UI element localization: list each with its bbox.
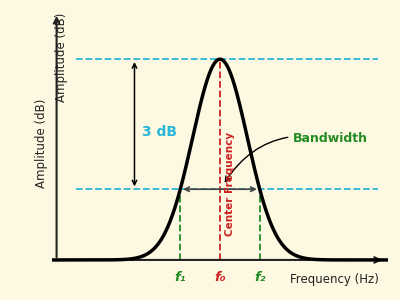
Text: 3 dB: 3 dB	[142, 125, 177, 139]
Text: f₁: f₁	[174, 271, 186, 284]
Text: Bandwidth: Bandwidth	[225, 132, 368, 182]
Text: Amplitude (dB): Amplitude (dB)	[55, 13, 68, 102]
Text: f₀: f₀	[214, 271, 226, 284]
Text: Center Frequency: Center Frequency	[224, 132, 234, 236]
Text: f₂: f₂	[254, 271, 266, 284]
Text: Amplitude (dB): Amplitude (dB)	[35, 99, 48, 188]
Text: Frequency (Hz): Frequency (Hz)	[290, 273, 379, 286]
